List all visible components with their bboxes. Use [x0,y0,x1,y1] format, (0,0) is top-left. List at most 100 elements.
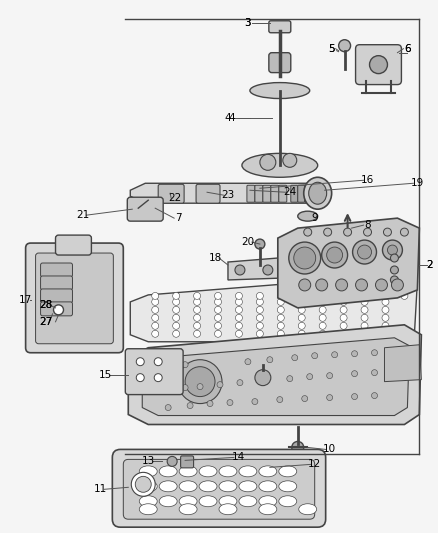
Text: 4: 4 [224,114,231,124]
Circle shape [381,322,388,329]
Text: 4: 4 [228,114,235,124]
Text: 23: 23 [221,190,234,200]
FancyBboxPatch shape [338,228,356,240]
Circle shape [339,322,346,329]
Ellipse shape [258,504,276,515]
Text: 20: 20 [241,237,254,247]
Circle shape [237,379,242,385]
Circle shape [351,393,357,400]
Circle shape [389,266,398,274]
Circle shape [256,322,263,329]
Circle shape [389,254,398,262]
Circle shape [193,293,200,300]
Ellipse shape [258,481,276,492]
Text: 21: 21 [76,210,89,220]
Circle shape [318,306,325,313]
Circle shape [371,393,377,399]
Circle shape [335,279,347,291]
Text: 16: 16 [360,175,373,185]
Polygon shape [130,183,319,203]
Ellipse shape [159,466,177,477]
Ellipse shape [249,83,309,99]
Text: 6: 6 [403,44,410,54]
Circle shape [351,351,357,357]
Text: 12: 12 [307,459,321,470]
Text: 24: 24 [283,187,296,197]
Ellipse shape [278,496,296,507]
FancyBboxPatch shape [278,185,286,202]
Circle shape [311,353,317,359]
Circle shape [244,359,251,365]
FancyBboxPatch shape [268,53,290,72]
FancyBboxPatch shape [268,21,290,33]
Circle shape [381,306,388,313]
Circle shape [277,306,284,313]
Circle shape [256,293,263,300]
Ellipse shape [198,496,216,507]
Circle shape [187,402,193,409]
Circle shape [235,330,242,337]
Circle shape [277,322,284,329]
FancyBboxPatch shape [355,45,400,85]
Circle shape [277,314,284,321]
Circle shape [277,298,284,305]
Text: 13: 13 [141,456,155,466]
Circle shape [339,314,346,321]
Circle shape [226,400,233,406]
Circle shape [323,228,331,236]
Text: 27: 27 [39,317,52,327]
Circle shape [339,330,346,337]
Ellipse shape [198,466,216,477]
Circle shape [152,306,158,313]
Circle shape [363,228,371,236]
Ellipse shape [198,481,216,492]
Circle shape [343,228,351,236]
Circle shape [235,306,242,313]
Circle shape [154,358,162,366]
FancyBboxPatch shape [40,263,72,277]
Circle shape [152,298,158,305]
Ellipse shape [278,466,296,477]
Circle shape [357,245,371,259]
Circle shape [235,322,242,329]
Circle shape [172,322,179,329]
Polygon shape [142,338,409,416]
Circle shape [133,203,143,213]
Circle shape [216,382,223,387]
Circle shape [193,314,200,321]
Ellipse shape [238,466,256,477]
Text: 2: 2 [425,260,432,270]
Circle shape [297,293,304,300]
FancyBboxPatch shape [25,243,123,353]
FancyBboxPatch shape [304,185,311,202]
Circle shape [383,228,391,236]
Circle shape [256,306,263,313]
Circle shape [318,293,325,300]
Circle shape [339,306,346,313]
FancyBboxPatch shape [40,276,72,290]
Circle shape [254,239,264,249]
Circle shape [286,376,292,382]
Circle shape [298,279,310,291]
Circle shape [172,293,179,300]
Circle shape [360,330,367,337]
Ellipse shape [297,211,317,221]
Ellipse shape [159,481,177,492]
FancyBboxPatch shape [270,185,278,202]
Text: 28: 28 [39,300,52,310]
Circle shape [197,384,203,390]
Circle shape [53,305,64,315]
Ellipse shape [238,496,256,507]
Circle shape [381,293,388,300]
Circle shape [318,314,325,321]
FancyBboxPatch shape [127,197,163,221]
Circle shape [381,298,388,305]
Circle shape [207,401,212,407]
Circle shape [297,298,304,305]
FancyBboxPatch shape [158,184,184,203]
Circle shape [371,350,377,356]
Circle shape [352,240,376,264]
Circle shape [303,228,311,236]
FancyBboxPatch shape [123,459,314,519]
Ellipse shape [298,504,316,515]
